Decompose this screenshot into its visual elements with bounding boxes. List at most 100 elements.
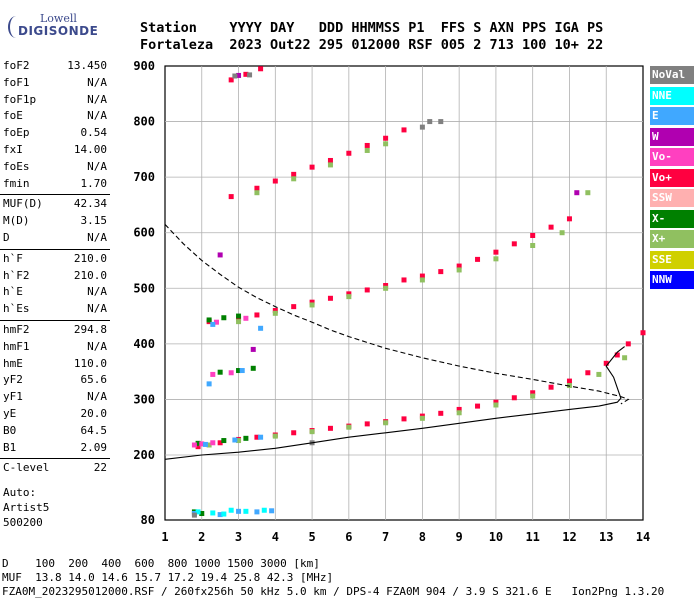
legend-entry-e: E [650,107,694,125]
param-label: h`F [3,251,23,265]
auto-scaling-line2: Artist5 [3,501,50,515]
param-label: D [3,231,10,244]
y-tick-label: 900 [133,59,155,73]
x-tick-label: 9 [456,530,463,544]
echo-point [272,310,278,316]
param-row: fxI 14.00 [3,142,107,158]
echo-point [195,509,201,515]
echo-point [254,509,260,515]
echo-point [217,440,223,446]
param-label: MUF(D) [3,197,43,211]
y-tick-label: 200 [133,448,155,462]
param-value: N/A [87,75,107,89]
echo-point [566,378,572,384]
echo-point [291,176,297,182]
x-tick-label: 8 [419,530,426,544]
echo-point [195,440,201,446]
param-row: foF1 N/A [3,75,107,91]
legend-entry-x: X- [650,209,694,228]
param-row: yF2 65.6 [3,372,107,388]
echo-point [272,308,278,314]
param-value: N/A [87,339,107,353]
param-label: h`Es [3,302,30,316]
echo-point [346,424,352,430]
y-tick-label: 600 [133,226,155,240]
x-tick-label: 5 [308,530,315,544]
echo-point [401,416,407,422]
param-value: N/A [87,92,107,106]
y-tick-label: 400 [133,337,155,351]
echo-point [258,325,264,331]
param-row: yF1 N/A [3,389,107,405]
echo-point [236,316,242,322]
axis-ticks: 1 2 3 4 5 6 7 8 9 10 11 12 13 14802003004005006007008… [133,59,650,544]
param-separator [0,320,110,321]
echo-point [530,390,536,396]
param-row: hmF1 N/A [3,339,107,355]
echo-point [239,368,245,374]
echo-point [559,230,565,236]
echo-point [383,141,389,147]
param-row: h`F 210.0 [3,251,107,267]
param-row: yE 20.0 [3,406,107,422]
echo-point [236,313,242,319]
echo-point [228,507,234,513]
echo-point [210,321,216,327]
param-label: B1 [3,440,17,454]
echo-point [236,438,242,444]
plot-frame [164,65,644,521]
auto-scaling-line1: Auto: [3,486,37,500]
echo-point [236,508,242,514]
dashed-profile-line [164,224,630,405]
echo-point [206,442,212,448]
x-tick-label: 3 [235,530,242,544]
echo-point [206,381,212,387]
x-tick-label: 10 [489,530,503,544]
param-row: fmin 1.70 [3,176,107,192]
param-row: h`E N/A [3,284,107,300]
param-label: C-level [3,461,50,475]
param-value: N/A [87,302,107,316]
echo-point [530,232,536,238]
param-label: foF1p [3,92,37,106]
echo-point [401,277,407,283]
echo-point [243,71,249,77]
echo-point [456,406,462,412]
echo-point [291,430,297,436]
param-separator [0,194,110,196]
legend-entry-nnw: NNW [650,271,694,289]
param-value: 210.0 [73,251,107,265]
echo-point [530,393,536,399]
auto-scaling-line3: 500200 [3,516,43,530]
echo-point [511,241,517,247]
echo-point [261,507,267,513]
param-value: 20.0 [80,407,108,420]
x-tick-label: 4 [272,530,279,544]
echo-point [456,410,462,416]
echo-point [232,437,238,443]
param-row: M(D) 3.15 [3,213,107,229]
param-label: foF1 [3,75,30,89]
echo-point [383,420,389,426]
param-row: h`F2 210.0 [3,268,107,284]
param-value: 42.34 [73,197,107,211]
legend-entry-sse: SSE [650,250,694,269]
x-tick-label: 14 [636,530,650,544]
echo-point [202,441,208,447]
param-label: yF1 [3,390,23,404]
footer-info: D 100 200 400 600 800 1000 1500 3000 [km… [2,557,664,599]
echo-point [254,434,260,440]
echo-point [250,365,256,371]
y-tick-label: 800 [133,115,155,129]
param-value: 65.6 [80,373,108,387]
param-row: foE N/A [3,108,107,124]
param-row: B0 64.5 [3,423,107,439]
legend-entry-vo: Vo+ [650,168,694,187]
param-label: M(D) [3,214,30,228]
echo-point [199,441,205,447]
legend-entry-ssw: SSW [650,189,694,207]
echo-points [191,66,646,518]
echo-point [364,287,370,293]
echo-point [309,302,315,308]
